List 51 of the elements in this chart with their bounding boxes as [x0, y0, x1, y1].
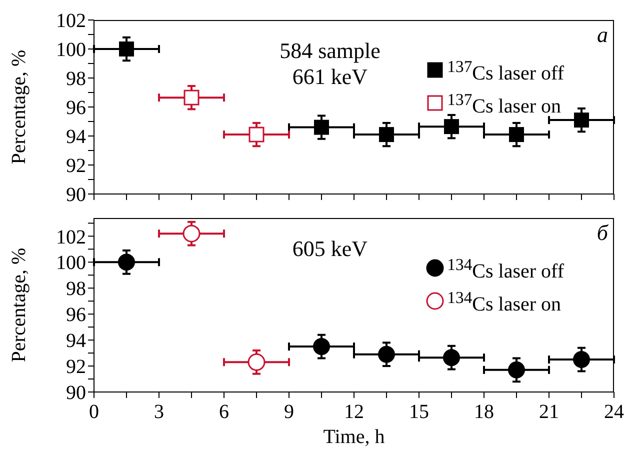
point — [314, 120, 329, 135]
x-tick-label: 9 — [284, 401, 294, 423]
y-tick-label: 98 — [66, 278, 86, 300]
y-tick-label: 100 — [56, 39, 86, 62]
point — [248, 126, 264, 142]
point — [443, 349, 460, 366]
x-axis-title: Time, h — [322, 426, 386, 449]
y-tick-label: 94 — [66, 126, 86, 148]
y-axis-title: Percentage, % — [8, 248, 30, 362]
x-tick-label: 3 — [154, 401, 164, 423]
point — [573, 351, 590, 368]
point — [574, 112, 589, 128]
y-tick-label: 92 — [66, 356, 86, 378]
point — [248, 353, 266, 371]
point — [119, 42, 134, 56]
x-tick-label: 18 — [474, 401, 494, 423]
legend-label: $^{134}$Cs laser off — [447, 254, 564, 285]
x-tick-label: 12 — [344, 401, 364, 423]
point — [378, 346, 395, 363]
x-tick-label: 15 — [409, 401, 429, 423]
y-tick-label: 94 — [66, 330, 86, 352]
point — [509, 127, 524, 142]
annotation: a — [597, 22, 608, 48]
x-tick-label: 6 — [219, 401, 229, 423]
y-tick-label: 96 — [66, 97, 86, 120]
x-tick-label: 21 — [539, 401, 559, 423]
x-tick-label: 0 — [89, 401, 99, 423]
x-tick-label: 24 — [604, 401, 624, 423]
annotation: 605 keV — [291, 236, 369, 262]
y-tick-label: 90 — [66, 184, 86, 206]
annotation: б — [596, 220, 608, 246]
annotation: 661 keV — [291, 64, 369, 90]
point — [379, 127, 394, 142]
point — [313, 338, 330, 356]
point — [184, 90, 200, 106]
legend-label: $^{137}$Cs laser off — [447, 56, 564, 87]
y-tick-label: 98 — [66, 68, 86, 90]
y-axis-title: Percentage, % — [8, 50, 30, 164]
point — [444, 119, 459, 134]
y-tick-label: 90 — [66, 382, 86, 404]
y-tick-label: 100 — [56, 252, 86, 274]
annotation: 584 sample — [278, 38, 382, 64]
legend-label: $^{134}$Cs laser on — [447, 286, 562, 318]
point — [508, 361, 525, 378]
y-tick-label: 96 — [66, 304, 86, 326]
y-tick-label: 92 — [66, 155, 86, 178]
point — [118, 254, 135, 271]
y-tick-label: 102 — [56, 226, 86, 248]
point — [182, 224, 200, 242]
y-tick-label: 102 — [56, 10, 86, 32]
legend-label: $^{137}$Cs laser on — [447, 88, 562, 120]
